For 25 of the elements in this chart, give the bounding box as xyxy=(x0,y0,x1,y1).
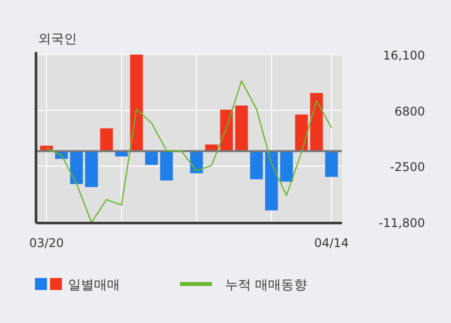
bar xyxy=(310,92,323,152)
bar xyxy=(130,54,143,152)
bar xyxy=(265,151,278,210)
bar xyxy=(250,151,263,180)
bar xyxy=(190,151,203,174)
y-tick-label: -11,800 xyxy=(378,216,425,230)
bar xyxy=(160,151,173,180)
bar xyxy=(295,114,308,152)
y-tick-label: 16,100 xyxy=(383,48,425,63)
legend-label: 누적 매매동향 xyxy=(225,278,308,293)
bar xyxy=(145,151,158,165)
x-tick-label: 04/14 xyxy=(314,236,349,250)
bar xyxy=(235,106,248,152)
bar xyxy=(325,151,338,177)
x-tick-label: 03/20 xyxy=(29,236,64,250)
bar xyxy=(280,151,293,182)
y-tick-label: -2500 xyxy=(390,160,425,174)
bar xyxy=(85,151,98,188)
bar xyxy=(220,110,233,152)
y-tick-label: 6800 xyxy=(394,104,425,118)
bar xyxy=(100,128,113,152)
chart-title: 외국인 xyxy=(38,32,77,47)
bar xyxy=(70,151,83,184)
line-series xyxy=(46,80,332,223)
legend-label: 일별매매 xyxy=(68,278,120,293)
